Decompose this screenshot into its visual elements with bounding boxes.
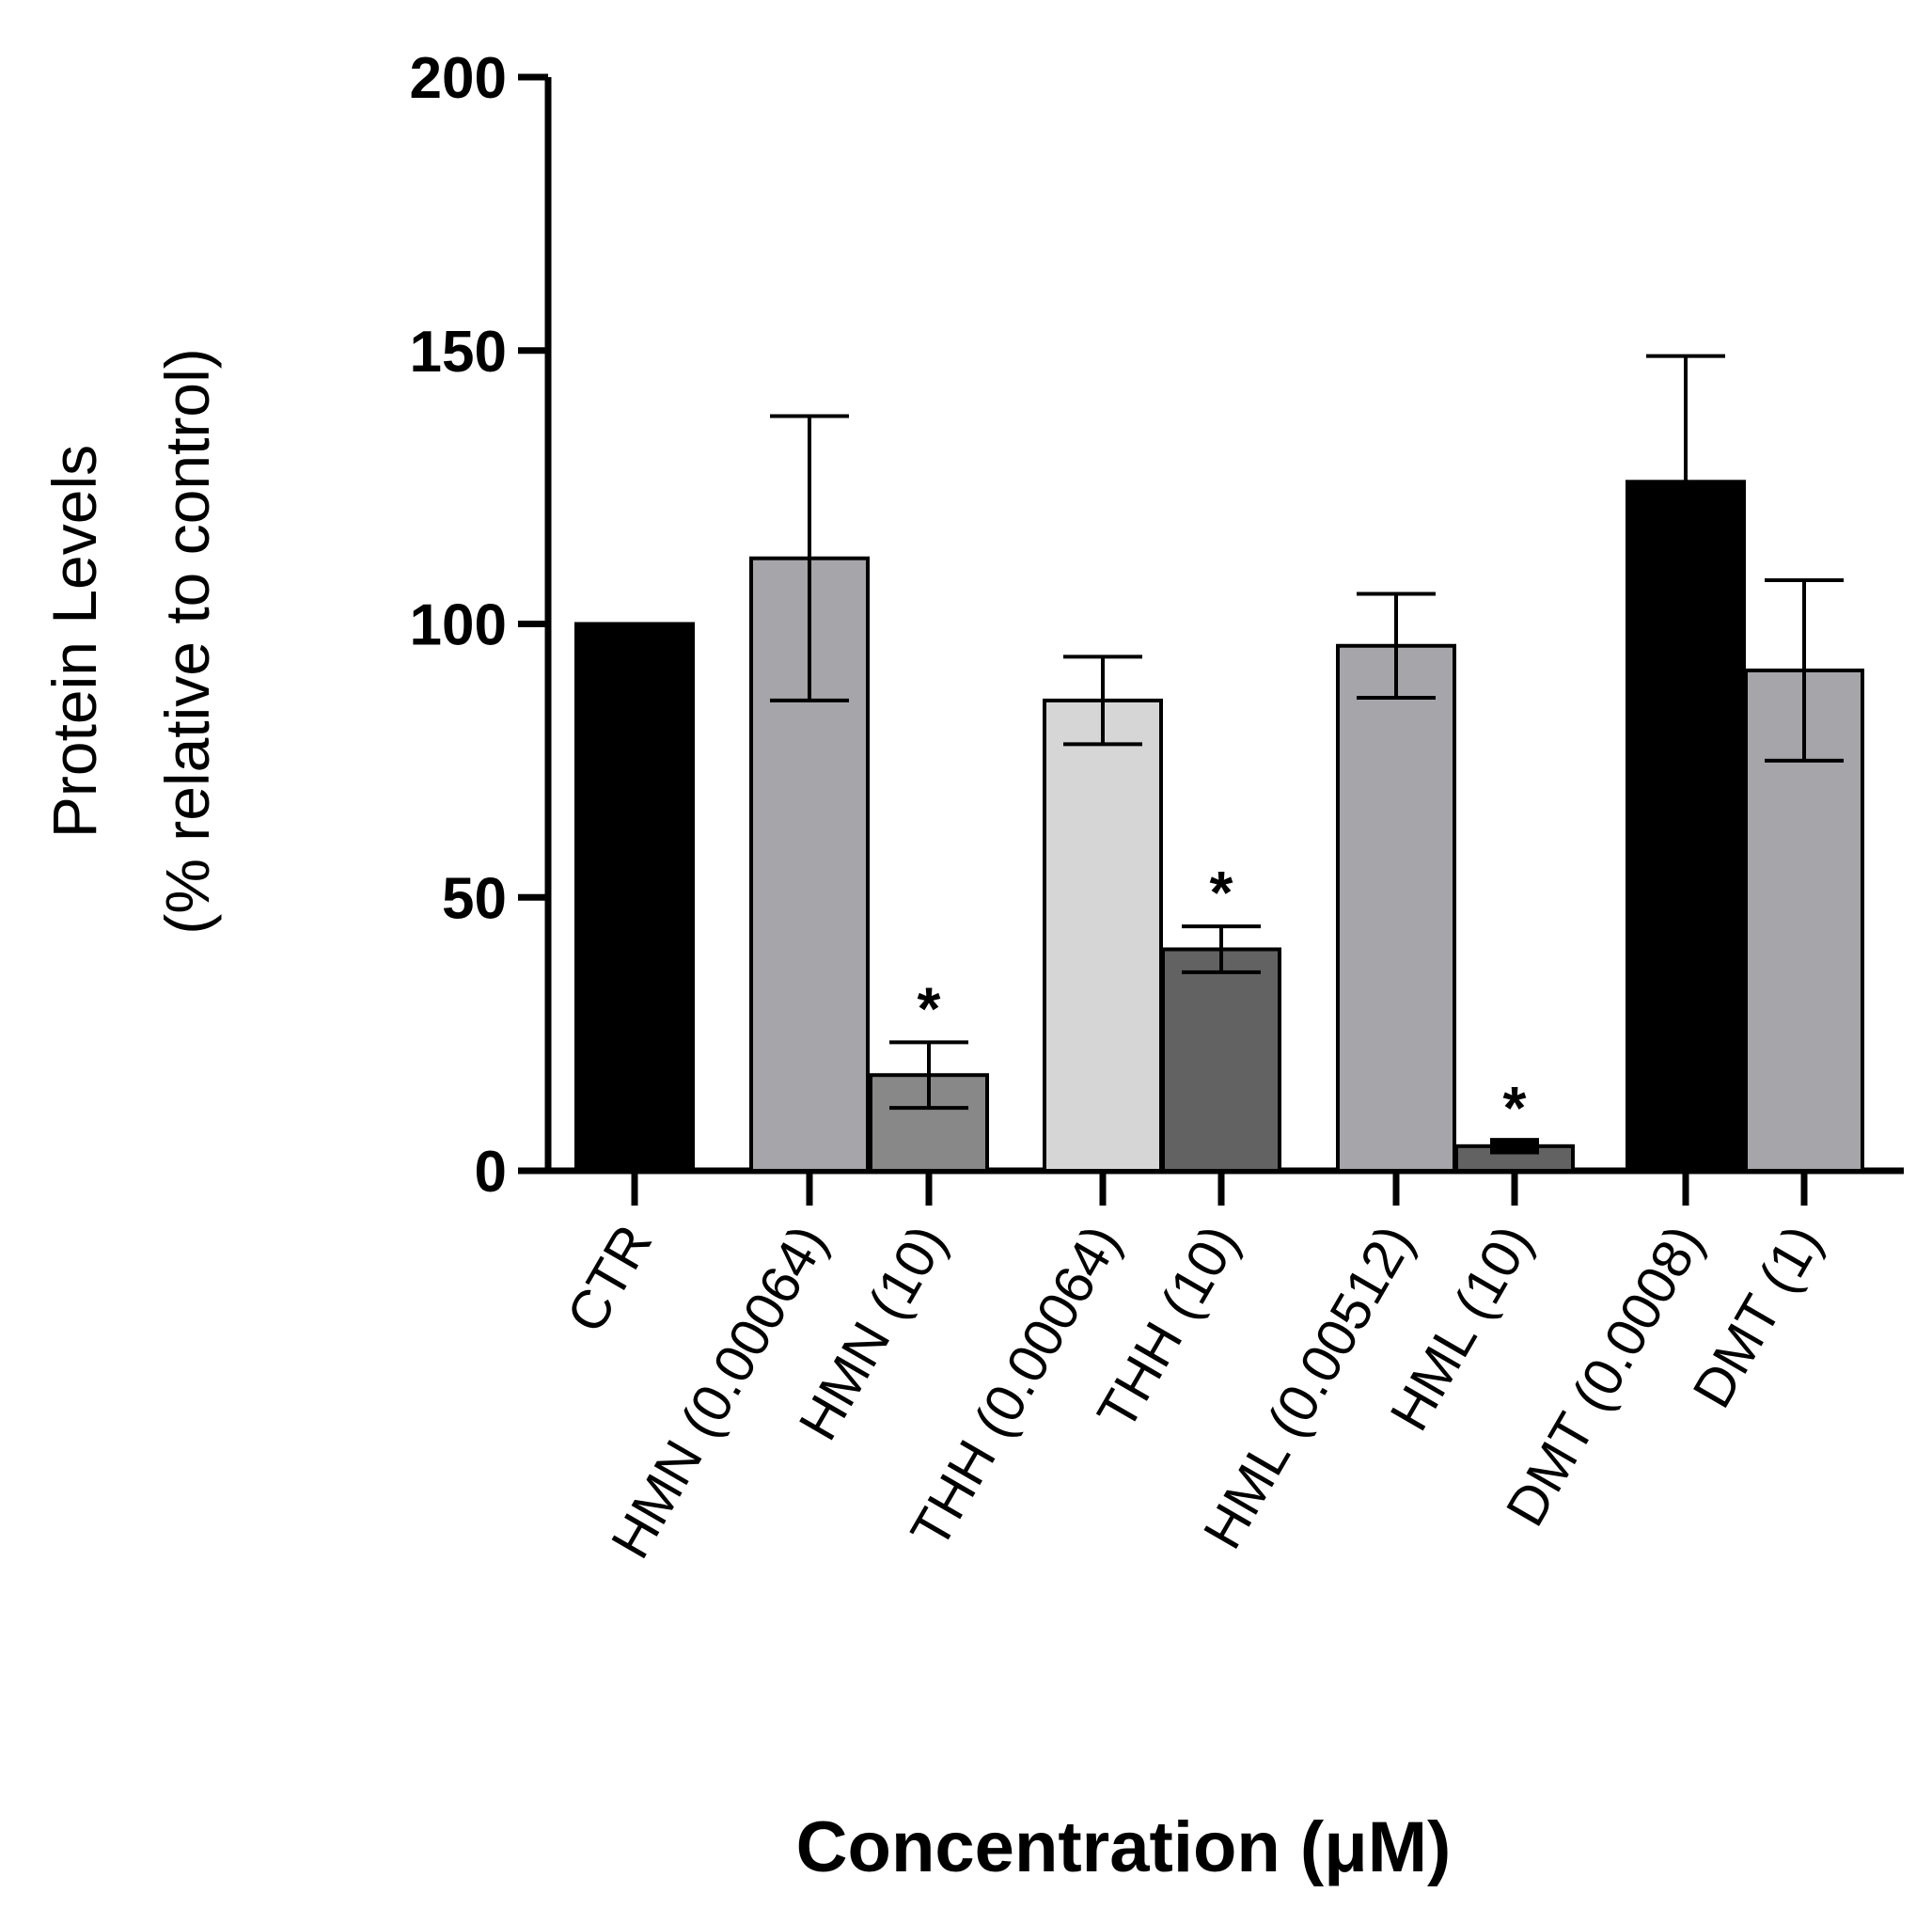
error-bars-group <box>770 354 1844 1155</box>
y-axis-label-line2: (% relative to control) <box>152 348 222 935</box>
bars-group <box>574 480 1864 1174</box>
significance-star: * <box>1210 859 1233 926</box>
y-axis-label-line1: Protein Levels <box>39 445 109 838</box>
bar <box>1336 643 1456 1173</box>
bar <box>574 622 695 1173</box>
bar <box>749 556 870 1173</box>
y-tick-label: 50 <box>442 866 507 931</box>
bar <box>1161 947 1281 1173</box>
x-axis-label: Concentration (μM) <box>796 1807 1452 1887</box>
significance-star: * <box>918 974 941 1042</box>
bar <box>1454 1143 1575 1174</box>
y-tick-label: 0 <box>475 1140 507 1205</box>
y-tick-label: 100 <box>410 593 507 658</box>
significance-star: * <box>1503 1074 1527 1142</box>
y-tick-label: 150 <box>410 320 507 385</box>
bar <box>1043 698 1163 1173</box>
x-category-label: CTR <box>555 1215 664 1343</box>
y-tick-label: 200 <box>410 46 507 111</box>
